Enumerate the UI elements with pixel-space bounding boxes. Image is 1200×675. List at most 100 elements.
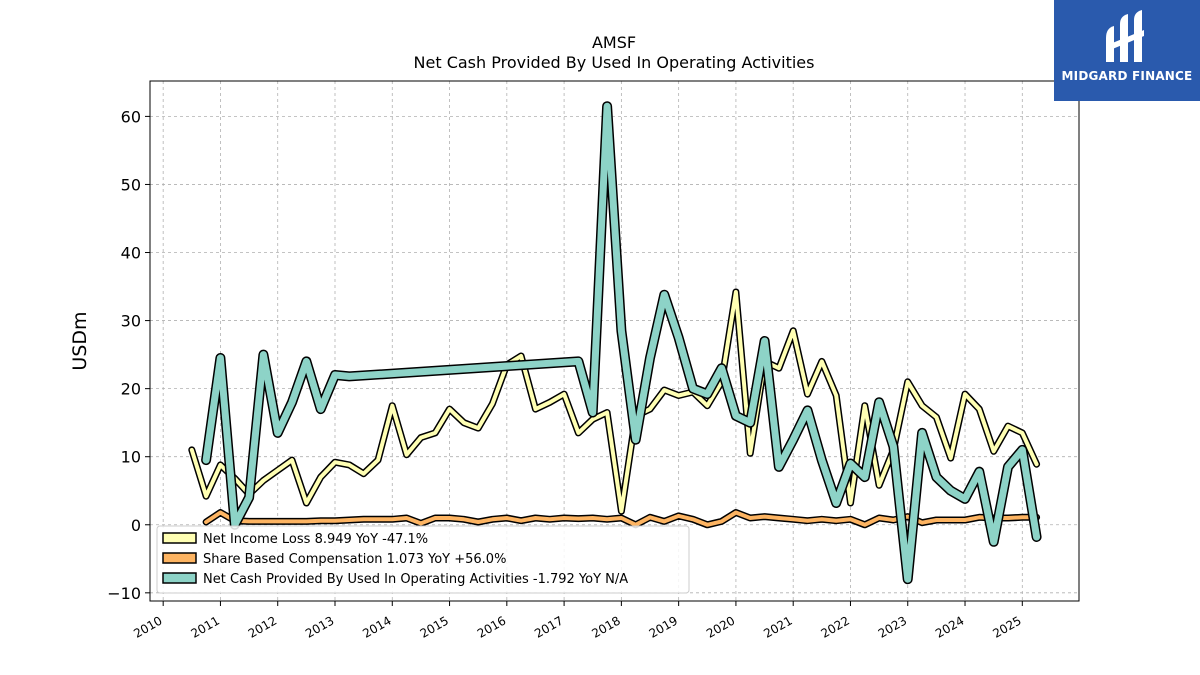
data-point (363, 473, 365, 475)
data-point (549, 518, 551, 520)
data-point (1007, 425, 1009, 427)
data-point (262, 480, 264, 482)
data-point (592, 517, 594, 519)
data-point (935, 519, 937, 521)
data-point (348, 519, 350, 521)
data-point (749, 452, 751, 454)
data-point (620, 510, 622, 512)
data-point (907, 381, 909, 383)
data-point (506, 517, 508, 519)
data-point (892, 445, 894, 447)
data-point (778, 517, 780, 519)
x-tick-label: 2015 (418, 613, 451, 640)
data-point (692, 388, 694, 390)
data-point (248, 520, 250, 522)
y-tick-label: 50 (121, 175, 141, 194)
x-tick-label: 2022 (819, 613, 852, 640)
data-point (821, 518, 823, 520)
data-point (721, 367, 723, 369)
data-point (964, 393, 966, 395)
legend: Net Income Loss 8.949 YoY -47.1% Share Ba… (156, 525, 690, 594)
data-point (262, 354, 264, 356)
data-point (1021, 449, 1023, 451)
series-line (202, 102, 1041, 583)
data-point (849, 463, 851, 465)
data-point (305, 520, 307, 522)
data-point (606, 105, 608, 107)
data-point (835, 520, 837, 522)
data-point (950, 519, 952, 521)
y-axis-label: USDm (69, 311, 91, 370)
x-tick-label: 2013 (303, 613, 336, 640)
data-point (792, 518, 794, 520)
legend-label: Share Based Compensation 1.073 YoY +56.0… (203, 552, 506, 567)
data-point (749, 517, 751, 519)
data-point (964, 519, 966, 521)
data-point (577, 360, 579, 362)
data-point (907, 516, 909, 518)
data-point (191, 449, 193, 451)
data-point (420, 522, 422, 524)
data-point (649, 516, 651, 518)
data-point (663, 520, 665, 522)
data-point (492, 403, 494, 405)
data-point (620, 330, 622, 332)
x-tick-label: 2014 (360, 613, 393, 640)
data-point (277, 469, 279, 471)
brand-name: MIDGARD FINANCE (1061, 69, 1193, 83)
data-point (492, 518, 494, 520)
data-point (935, 416, 937, 418)
data-point (678, 394, 680, 396)
x-tick-label: 2018 (589, 613, 622, 640)
data-point (692, 518, 694, 520)
plot-frame (149, 80, 1080, 602)
data-point (391, 405, 393, 407)
data-point (921, 405, 923, 407)
data-point (219, 512, 221, 514)
data-point (277, 432, 279, 434)
data-point (449, 517, 451, 519)
data-point (835, 502, 837, 504)
legend-swatch (162, 552, 197, 564)
chart-title: AMSF (592, 33, 636, 52)
data-point (1007, 466, 1009, 468)
data-point (993, 450, 995, 452)
data-point (706, 524, 708, 526)
data-point (248, 497, 250, 499)
x-tick-label: 2017 (532, 613, 565, 640)
data-point (291, 520, 293, 522)
data-point (477, 521, 479, 523)
data-point (721, 520, 723, 522)
data-point (921, 522, 923, 524)
data-point (577, 432, 579, 434)
data-point (606, 411, 608, 413)
data-point (1036, 463, 1038, 465)
data-point (978, 516, 980, 518)
data-point (205, 521, 207, 523)
data-point (520, 355, 522, 357)
data-point (620, 517, 622, 519)
data-point (563, 393, 565, 395)
data-point (735, 415, 737, 417)
data-point (377, 518, 379, 520)
data-point (978, 408, 980, 410)
x-tick-label: 2012 (246, 613, 279, 640)
data-point (377, 459, 379, 461)
series-3 (201, 101, 1042, 585)
data-point (764, 340, 766, 342)
data-point (821, 360, 823, 362)
data-point (878, 484, 880, 486)
data-point (678, 515, 680, 517)
data-point (534, 408, 536, 410)
y-tick-label: −10 (107, 584, 141, 603)
y-tick-label: 20 (121, 380, 141, 399)
x-tick-label: 2024 (933, 613, 966, 640)
data-point (649, 408, 651, 410)
data-point (549, 401, 551, 403)
data-point (807, 393, 809, 395)
data-point (663, 389, 665, 391)
data-point (434, 432, 436, 434)
y-axis: −10 0 10 20 30 40 50 60 (107, 107, 150, 603)
data-point (792, 439, 794, 441)
